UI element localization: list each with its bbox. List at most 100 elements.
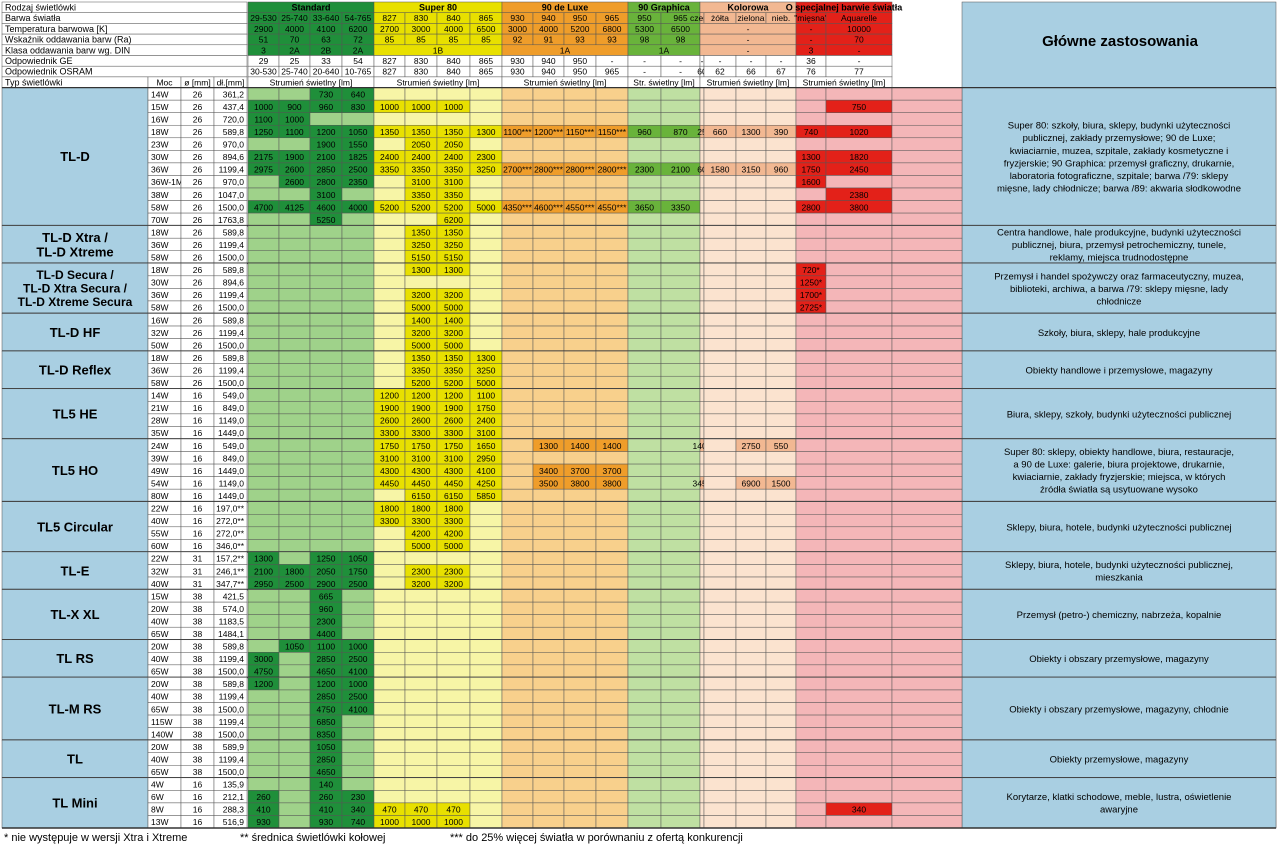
value-cell	[660, 614, 701, 628]
value-cell	[532, 413, 565, 427]
value-cell	[563, 87, 597, 101]
diam-value: 38	[193, 654, 203, 664]
flux-value: 5000	[444, 541, 463, 551]
value-cell	[735, 112, 767, 126]
flux-value: 1825	[349, 152, 368, 162]
value-cell	[627, 187, 662, 201]
value-cell	[469, 539, 503, 553]
value-cell	[309, 514, 343, 528]
value-cell	[278, 727, 311, 741]
value-cell	[436, 639, 471, 653]
section-name: TL-D Xtra /	[42, 230, 108, 245]
header-value: 4000	[285, 24, 304, 34]
value-cell	[699, 413, 705, 427]
value-cell	[532, 526, 565, 540]
len-value: 1484,1	[218, 629, 244, 639]
value-cell	[660, 325, 701, 339]
value-cell	[699, 714, 705, 728]
value-cell	[341, 388, 375, 402]
len-value: 589,8	[223, 227, 245, 237]
value-cell	[469, 739, 503, 753]
header-value: 6200	[349, 24, 368, 34]
flux-value: 3200	[412, 328, 431, 338]
value-cell	[404, 739, 438, 753]
flux-value: 1150***	[598, 127, 627, 137]
flux-value: 3100	[444, 453, 463, 463]
len-value: 589,8	[223, 315, 245, 325]
header-value: zielona	[738, 13, 765, 23]
moc-value: 14W	[151, 89, 168, 99]
value-cell	[278, 375, 311, 390]
value-cell-filler	[891, 413, 963, 427]
value-cell	[563, 714, 597, 728]
len-value: 574,0	[223, 604, 245, 614]
value-cell	[660, 150, 701, 164]
value-cell	[373, 614, 406, 628]
flux-value: 4000	[349, 202, 368, 212]
section-name: TL-D HF	[50, 325, 101, 340]
flux-value: 5000	[477, 378, 496, 388]
value-cell	[795, 576, 827, 590]
value-cell	[563, 790, 597, 804]
value-cell	[703, 514, 737, 528]
flux-value: 1750	[380, 441, 399, 451]
value-cell	[660, 739, 701, 753]
len-value: 894,6	[223, 152, 245, 162]
flux-value: 2600	[285, 177, 304, 187]
len-value: 1199,4	[219, 754, 245, 764]
value-cell-filler	[891, 263, 963, 277]
value-cell	[765, 99, 797, 113]
flux-value: 3800	[850, 202, 869, 212]
value-cell	[703, 488, 737, 502]
value-cell	[595, 815, 629, 829]
header-value: 25-740	[281, 13, 308, 23]
value-cell	[373, 350, 406, 364]
moc-value: 15W	[151, 102, 168, 112]
section-name: TL5 HO	[52, 463, 98, 478]
value-cell	[563, 564, 597, 578]
value-cell	[795, 137, 827, 151]
header-merged-value: -	[747, 24, 750, 34]
flux-value: 5250	[317, 215, 336, 225]
value-cell	[765, 664, 797, 678]
value-cell	[699, 375, 705, 390]
flux-value: 1300	[539, 441, 558, 451]
value-cell	[247, 401, 280, 415]
value-cell	[278, 401, 311, 415]
value-cell	[247, 313, 280, 327]
value-cell	[404, 626, 438, 641]
value-cell	[735, 777, 767, 791]
value-cell	[436, 702, 471, 716]
value-cell	[735, 739, 767, 753]
value-cell	[341, 237, 375, 251]
value-cell	[501, 739, 534, 753]
len-value: 1199,4	[219, 365, 245, 375]
value-cell-filler	[891, 626, 963, 641]
value-cell	[735, 488, 767, 502]
flux-value: 2850	[317, 654, 336, 664]
flux-value: 3300	[412, 428, 431, 438]
value-cell	[735, 463, 767, 477]
value-cell	[735, 363, 767, 377]
value-cell-filler	[891, 664, 963, 678]
value-cell	[563, 677, 597, 691]
value-cell	[278, 313, 311, 327]
value-cell	[247, 626, 280, 641]
header-value: 6500	[477, 24, 496, 34]
value-cell	[278, 87, 311, 101]
flux-value: 1000	[412, 817, 431, 827]
value-cell	[660, 589, 701, 603]
value-cell	[595, 576, 629, 590]
value-cell	[247, 175, 280, 189]
flux-value: 4600***	[534, 202, 564, 212]
value-cell	[532, 727, 565, 741]
flux-value: 2400	[412, 152, 431, 162]
len-value: 589,8	[223, 642, 245, 652]
value-cell	[595, 212, 629, 226]
section-name-cell	[1, 589, 149, 641]
value-cell	[703, 363, 737, 377]
flux-value: 1000	[254, 102, 273, 112]
value-cell-filler	[891, 237, 963, 251]
value-cell	[309, 237, 343, 251]
flux-value: 1300	[742, 127, 761, 137]
